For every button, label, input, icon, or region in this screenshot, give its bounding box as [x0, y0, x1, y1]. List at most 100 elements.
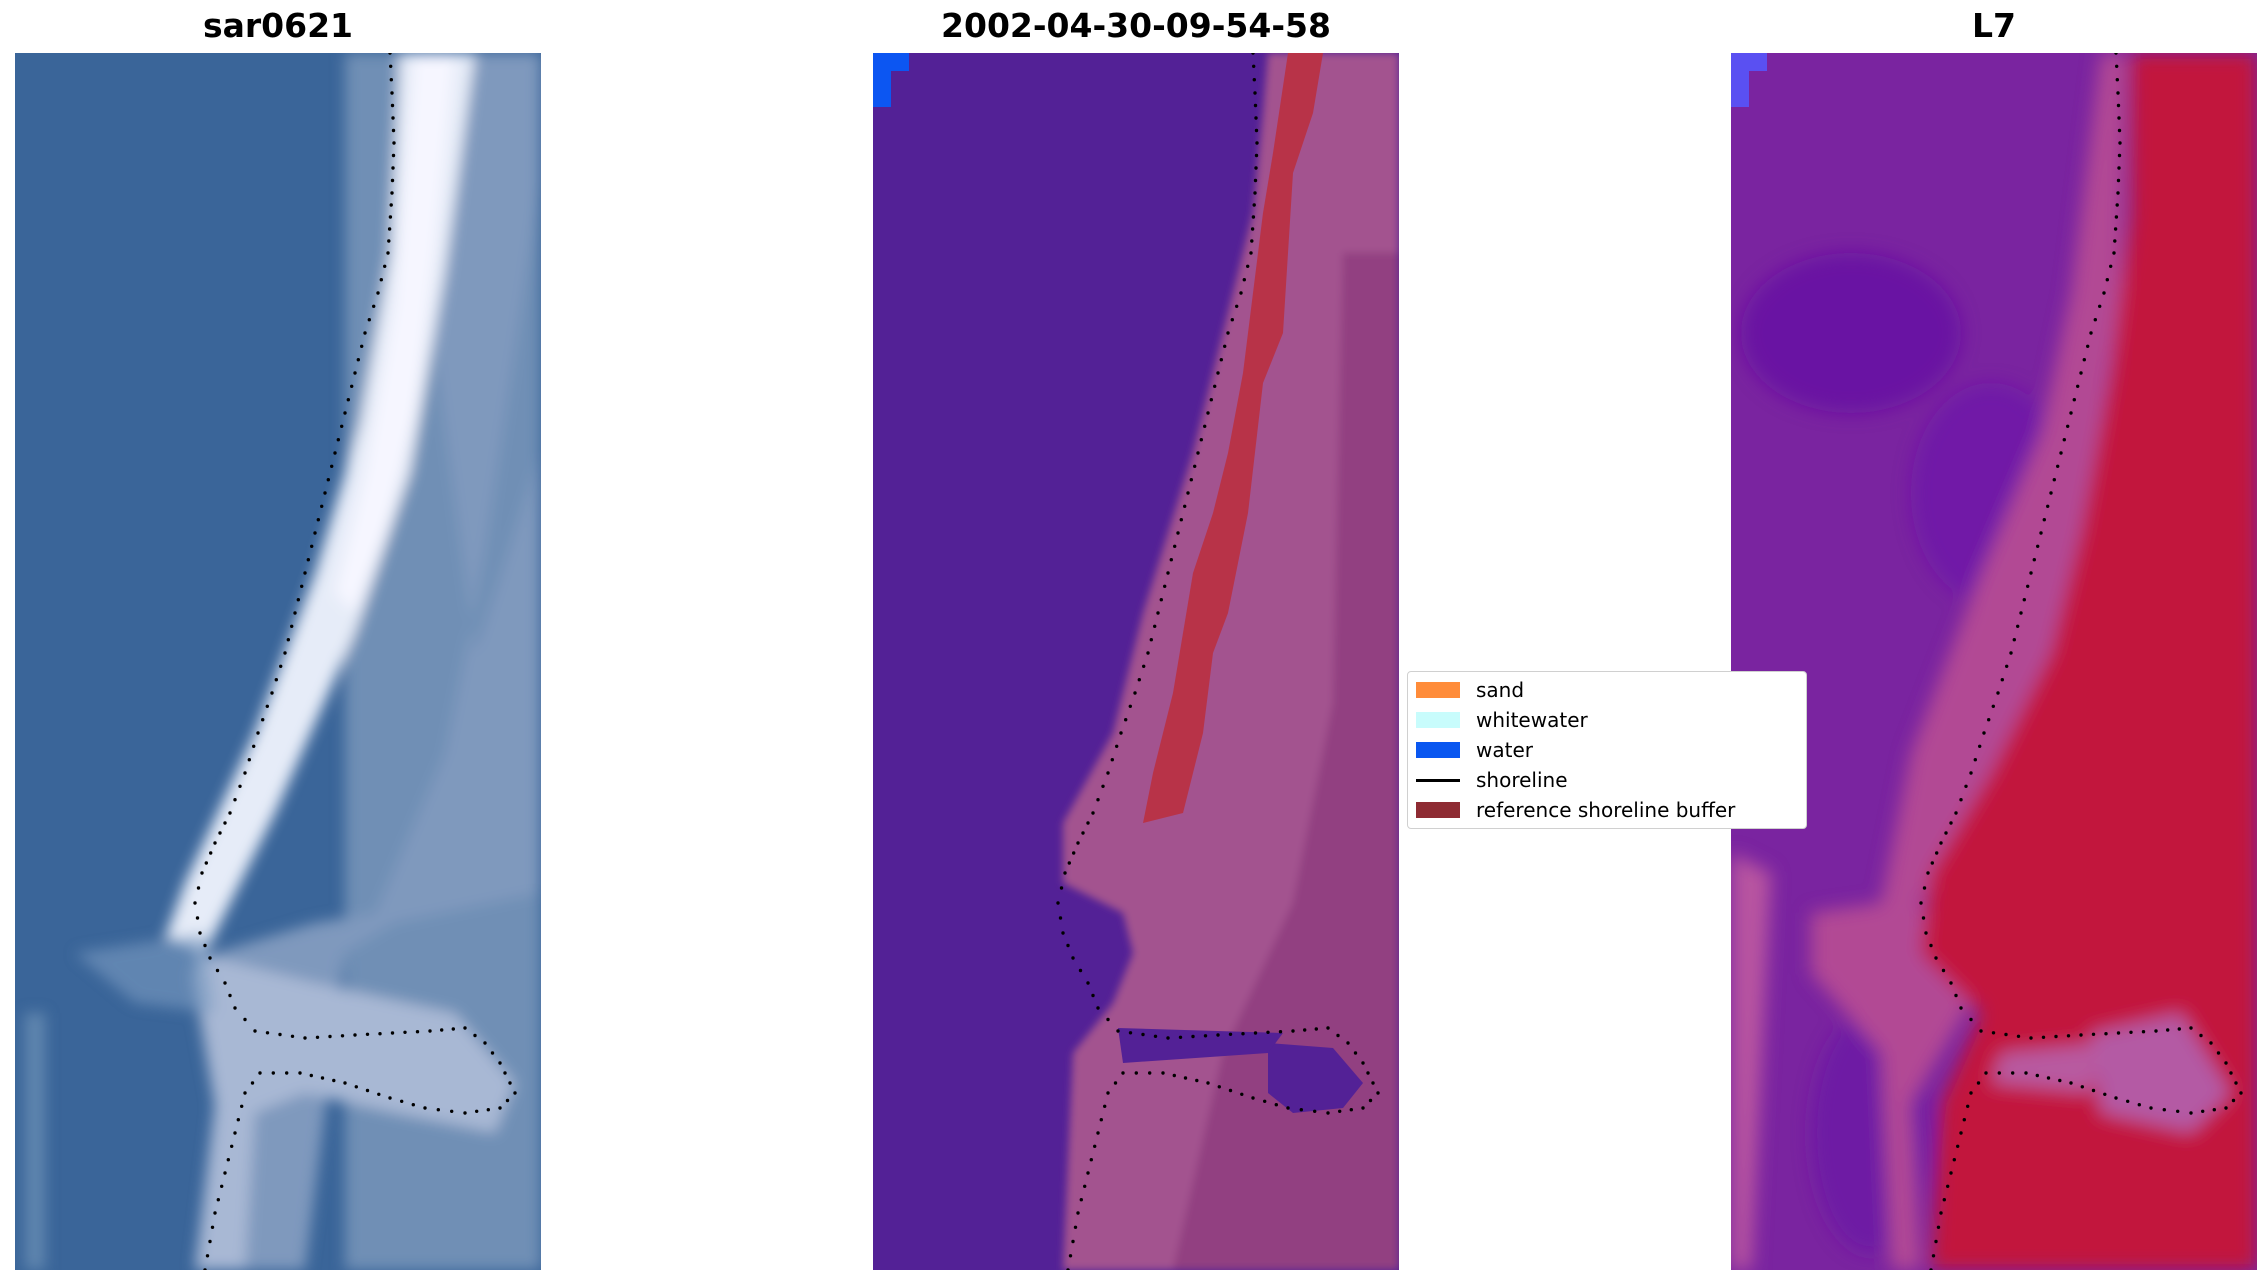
shoreline-point [2089, 331, 2093, 335]
shoreline-point [1371, 1081, 1375, 1085]
shoreline-point [498, 1106, 502, 1110]
shoreline-point [215, 968, 220, 973]
shoreline-point [390, 191, 394, 195]
shoreline-point [1978, 744, 1982, 748]
shoreline-point [2212, 1108, 2216, 1112]
shoreline-point [195, 916, 200, 920]
shoreline-point [198, 931, 202, 935]
shoreline-point [213, 1211, 217, 1215]
shoreline-point [1979, 1029, 1983, 1033]
shoreline-point [390, 178, 395, 183]
shoreline-point [1219, 358, 1223, 362]
shoreline-point [2116, 103, 2121, 108]
shoreline-point [220, 1184, 224, 1189]
shoreline-point [1254, 116, 1258, 120]
shoreline-point [423, 1106, 427, 1110]
shoreline-point [463, 1026, 467, 1030]
shoreline-point [2224, 1061, 2228, 1065]
shoreline-point [1299, 1108, 1303, 1112]
shoreline-point [2109, 264, 2113, 268]
shoreline-point [390, 1031, 395, 1035]
shoreline-point [346, 398, 350, 402]
shoreline-point [1251, 53, 1255, 55]
shoreline-point [1172, 1073, 1176, 1078]
shoreline-point [1942, 1198, 1946, 1202]
shoreline-point [1161, 1071, 1165, 1075]
shoreline-point [1253, 191, 1257, 195]
shoreline-point [1368, 1098, 1373, 1103]
shoreline-point [216, 1198, 220, 1202]
classified-image [873, 53, 1399, 1270]
shoreline-point [387, 227, 392, 231]
shoreline-point [2016, 624, 2020, 628]
shoreline-point [2114, 1096, 2118, 1100]
shoreline-point [2024, 1071, 2028, 1075]
shoreline-point [1964, 784, 1968, 788]
shoreline-point [1338, 1109, 1342, 1114]
shoreline-point [1228, 1032, 1233, 1036]
shoreline-point [1326, 1026, 1330, 1030]
shoreline-point [1361, 1106, 1365, 1110]
shoreline-point [1255, 141, 1259, 145]
shoreline-point [320, 504, 324, 508]
shoreline-point [223, 1171, 227, 1175]
shoreline-point [340, 1034, 345, 1038]
shoreline-point [367, 318, 371, 322]
classified-image-panel [873, 53, 1399, 1270]
shoreline-point [1153, 624, 1157, 628]
shoreline-point [326, 478, 330, 482]
shoreline-point [320, 1076, 325, 1080]
shoreline-point [2052, 478, 2056, 482]
shoreline-point [1934, 1239, 1938, 1244]
shoreline-point [1178, 1035, 1183, 1039]
shoreline-point [1326, 1111, 1330, 1115]
shoreline-point [2009, 651, 2013, 655]
shoreline-point [1086, 821, 1090, 825]
shoreline-point [1941, 968, 1946, 973]
shoreline-point [1926, 871, 1930, 875]
shoreline-point [1226, 331, 1230, 335]
shoreline-point [265, 1031, 270, 1035]
shoreline-point [253, 1029, 257, 1033]
shoreline-point [1086, 981, 1090, 985]
shoreline-point [230, 1144, 234, 1149]
shoreline-point [378, 1032, 382, 1036]
shoreline-point [2056, 464, 2060, 468]
shoreline-point [389, 78, 393, 82]
shoreline-point [1063, 871, 1067, 875]
shoreline-point [372, 304, 376, 308]
shoreline-point [354, 1085, 358, 1089]
shoreline-point [1146, 651, 1150, 655]
shoreline-point [1274, 1103, 1278, 1107]
shoreline-point [2189, 1111, 2193, 1115]
shoreline-point [2093, 318, 2097, 322]
shoreline-point [1935, 851, 1939, 855]
shoreline-point [1115, 744, 1119, 748]
rgb-image-panel [15, 53, 541, 1270]
shoreline-point [223, 981, 227, 985]
shoreline-point [336, 438, 340, 442]
shoreline-point [1213, 384, 1217, 388]
shoreline-point [2022, 598, 2026, 602]
shoreline-point [392, 141, 396, 145]
shoreline-point [1106, 1017, 1110, 1022]
sand-swatch [1416, 682, 1460, 698]
shoreline-point [2080, 1085, 2084, 1089]
shoreline-point [271, 1071, 275, 1075]
shoreline-point [243, 771, 247, 775]
shoreline-point [1078, 968, 1083, 973]
shoreline-point [1228, 1088, 1233, 1093]
shoreline-point [1991, 1031, 1996, 1035]
shoreline-point [233, 1006, 237, 1010]
shoreline-point [203, 1268, 207, 1270]
shoreline-point [1056, 901, 1060, 905]
shoreline-point [1230, 318, 1234, 322]
shoreline-point [1137, 678, 1141, 682]
shoreline-point [2117, 166, 2121, 170]
shoreline-point [1068, 1254, 1073, 1258]
legend-label: water [1476, 738, 1533, 762]
shoreline-point [2091, 1088, 2096, 1093]
shoreline-point [1071, 1239, 1075, 1244]
shoreline-point [388, 53, 392, 55]
shoreline-point [1241, 1032, 1245, 1036]
